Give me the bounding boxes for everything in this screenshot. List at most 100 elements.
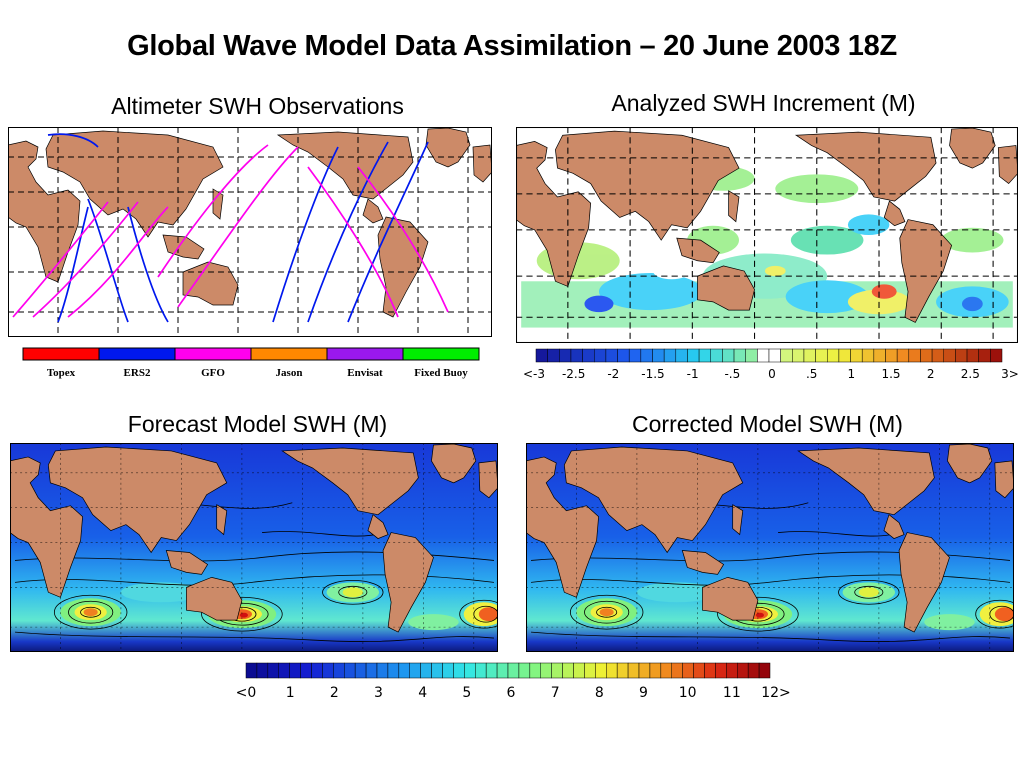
increment-panel-title: Analyzed SWH Increment (M) bbox=[611, 90, 916, 116]
increment-swatch bbox=[943, 348, 956, 363]
increment-swatch bbox=[663, 348, 677, 363]
swh-swatch bbox=[726, 662, 738, 679]
satellite-label: Envisat bbox=[347, 367, 383, 379]
increment-swatch bbox=[803, 348, 816, 363]
swh-swatch bbox=[365, 662, 378, 679]
swh-swatch bbox=[595, 662, 607, 679]
satellite-swatch bbox=[250, 347, 328, 361]
swh-swatch bbox=[747, 662, 760, 679]
increment-tick-label: -1 bbox=[687, 367, 699, 381]
swh-swatch bbox=[649, 662, 662, 679]
swh-tick-label: 2 bbox=[330, 685, 339, 701]
altimeter-map bbox=[8, 127, 492, 337]
swh-swatch bbox=[322, 662, 334, 679]
increment-swatch bbox=[605, 348, 618, 363]
increment-swatch bbox=[885, 348, 898, 363]
satellite-legend-labels: Topex ERS2 GFO Jason Envisat Fixed Buoy bbox=[47, 367, 468, 379]
altimeter-panel-title: Altimeter SWH Observations bbox=[111, 93, 404, 119]
swh-swatch bbox=[737, 662, 749, 679]
increment-swatch bbox=[827, 348, 840, 363]
swh-swatch bbox=[267, 662, 279, 679]
swh-legend-labels: <0 1 2 3 4 5 6 7 8 9 10 11 12> bbox=[236, 685, 791, 701]
swh-swatch bbox=[333, 662, 345, 679]
satellite-swatch bbox=[22, 347, 100, 361]
swh-swatch bbox=[464, 662, 476, 679]
satellite-swatch bbox=[326, 347, 404, 361]
swh-swatch bbox=[551, 662, 563, 679]
increment-swatch bbox=[966, 348, 979, 363]
forecast-panel-title: Forecast Model SWH (M) bbox=[127, 411, 388, 437]
increment-swatch bbox=[733, 348, 746, 363]
corrected-map bbox=[526, 443, 1014, 652]
swh-swatch bbox=[704, 662, 716, 679]
satellite-swatch bbox=[174, 347, 252, 361]
swh-swatch bbox=[660, 662, 673, 679]
increment-tick-label: 0 bbox=[768, 367, 776, 381]
increment-swatch bbox=[570, 348, 583, 363]
increment-tick-label: <-3 bbox=[523, 367, 545, 381]
increment-swatch bbox=[710, 348, 723, 363]
swh-swatch bbox=[256, 662, 269, 679]
increment-tick-label: .5 bbox=[806, 367, 817, 381]
increment-swatch bbox=[955, 348, 968, 363]
satellite-label: Topex bbox=[47, 367, 76, 379]
swh-swatch bbox=[627, 662, 640, 679]
swh-swatch bbox=[485, 662, 498, 679]
increment-swatch bbox=[780, 348, 793, 363]
increment-swatch bbox=[815, 348, 828, 363]
increment-swatch bbox=[792, 348, 805, 363]
swh-swatch bbox=[300, 662, 312, 679]
satellite-legend-swatches bbox=[22, 347, 480, 361]
swh-tick-label: 5 bbox=[462, 685, 471, 701]
satellite-label: ERS2 bbox=[124, 367, 151, 379]
increment-swatch bbox=[908, 348, 921, 363]
swh-swatch bbox=[344, 662, 356, 679]
swh-tick-label: 12> bbox=[761, 685, 791, 701]
swh-swatch bbox=[693, 662, 705, 679]
increment-map bbox=[516, 127, 1018, 343]
page-title: Global Wave Model Data Assimilation – 20… bbox=[127, 30, 897, 62]
swh-swatch bbox=[311, 662, 323, 679]
increment-swatch bbox=[850, 348, 863, 363]
swh-swatch bbox=[442, 662, 454, 679]
increment-legend: <-3 -2.5 -2 -1.5 -1 -.5 0 .5 1 1.5 2 2.5 3> bbox=[523, 348, 1019, 381]
swh-swatch bbox=[682, 662, 694, 679]
increment-swatch bbox=[652, 348, 665, 363]
increment-tick-label: 1.5 bbox=[881, 367, 900, 381]
increment-swatch bbox=[628, 348, 642, 363]
increment-swatch bbox=[547, 348, 560, 363]
increment-swatch bbox=[640, 348, 653, 363]
increment-tick-label: 1 bbox=[848, 367, 856, 381]
increment-swatch bbox=[861, 348, 875, 363]
swh-swatch bbox=[376, 662, 389, 679]
increment-swatch bbox=[594, 348, 607, 363]
increment-swatch bbox=[838, 348, 851, 363]
increment-tick-label: 2 bbox=[927, 367, 935, 381]
increment-tick-label: 3> bbox=[1001, 367, 1019, 381]
increment-swatch bbox=[535, 348, 548, 363]
swh-swatch bbox=[507, 662, 520, 679]
swh-tick-label: 6 bbox=[507, 685, 516, 701]
swh-swatch bbox=[715, 662, 727, 679]
swh-swatch bbox=[387, 662, 400, 679]
swh-swatch bbox=[453, 662, 465, 679]
increment-swatch bbox=[990, 348, 1003, 363]
swh-legend-swatches bbox=[245, 662, 771, 679]
increment-swatch bbox=[617, 348, 630, 363]
swh-tick-label: 3 bbox=[374, 685, 383, 701]
swh-swatch bbox=[529, 662, 542, 679]
swh-tick-label: 1 bbox=[286, 685, 295, 701]
increment-swatch bbox=[757, 348, 770, 363]
satellite-label: Fixed Buoy bbox=[414, 367, 468, 379]
swh-swatch bbox=[584, 662, 596, 679]
swh-swatch bbox=[638, 662, 651, 679]
swh-tick-label: 8 bbox=[595, 685, 604, 701]
swh-tick-label: 4 bbox=[418, 685, 427, 701]
swh-swatch bbox=[245, 662, 258, 679]
swh-swatch bbox=[518, 662, 531, 679]
increment-tick-label: 2.5 bbox=[961, 367, 980, 381]
increment-swatch bbox=[745, 348, 758, 363]
satellite-swatch bbox=[98, 347, 176, 361]
increment-swatch bbox=[675, 348, 688, 363]
swh-swatch bbox=[616, 662, 629, 679]
